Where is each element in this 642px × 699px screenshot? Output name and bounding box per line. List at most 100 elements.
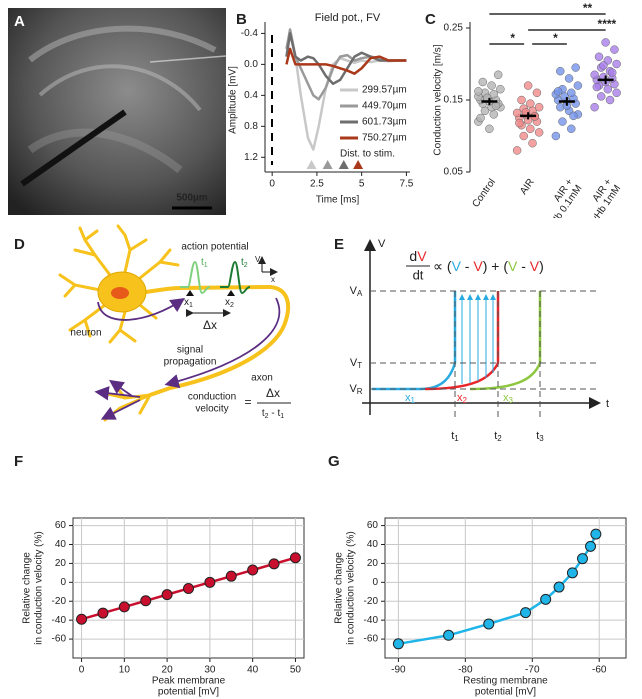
sub: 3 xyxy=(509,396,514,405)
sub-label: x3 xyxy=(503,392,514,405)
y-tick-label: 1.2 xyxy=(244,152,258,163)
formula-part: V xyxy=(452,258,462,274)
point xyxy=(612,88,621,98)
axis-label: t xyxy=(606,398,609,410)
marker xyxy=(247,564,259,576)
point xyxy=(571,63,580,72)
y-tick-label: 20 xyxy=(367,558,379,569)
y-tick-label: -20 xyxy=(52,596,67,607)
point xyxy=(564,74,574,83)
formula-part: ∝ ( xyxy=(433,258,452,274)
x-tick-label: 0 xyxy=(269,179,275,190)
formula-part: V xyxy=(530,258,540,274)
plot-frame xyxy=(384,517,627,659)
marker xyxy=(268,558,280,570)
point xyxy=(526,124,535,134)
marker xyxy=(289,552,301,564)
x-axis-label: potential [mV] xyxy=(158,687,219,698)
sub: 1 xyxy=(411,396,416,405)
electrode xyxy=(20,109,127,187)
main: t xyxy=(536,430,539,442)
main: V xyxy=(350,285,358,297)
x-tick-label: -80 xyxy=(458,665,473,676)
y-tick-label: 40 xyxy=(55,539,67,550)
y-tick-label: 0.05 xyxy=(444,167,464,178)
y-tick-label: 60 xyxy=(55,520,67,531)
point xyxy=(512,146,522,155)
x-tick-label: 5 xyxy=(359,179,365,190)
y-tick-label: -40 xyxy=(52,615,67,626)
peak-marker xyxy=(338,160,349,169)
y-axis-label: in conduction velocity (%) xyxy=(34,531,45,644)
position-label: x1 xyxy=(184,297,193,309)
point xyxy=(489,89,499,99)
marker xyxy=(585,540,597,552)
panel-a: A 500µm xyxy=(8,8,227,215)
formula-denominator: dt xyxy=(413,267,424,282)
electrode xyxy=(149,55,227,63)
marker xyxy=(483,618,495,630)
panel-d: D action potential t1 t2 x1 x2 Δx V x ne… xyxy=(14,224,291,422)
y-tick-label: -60 xyxy=(52,634,67,645)
y-axis-label: Relative change xyxy=(334,552,345,624)
label: V xyxy=(255,255,261,264)
label: x xyxy=(271,275,275,284)
point xyxy=(573,81,583,90)
y-tick-label: -20 xyxy=(364,596,379,607)
formula-part: d xyxy=(409,248,417,264)
x-tick-label: 40 xyxy=(247,665,259,676)
point xyxy=(603,84,613,94)
panel-label: B xyxy=(236,11,247,28)
point xyxy=(491,101,501,111)
y-axis-label: in conduction velocity (%) xyxy=(346,531,357,644)
category-labels: Control AIR AIR +OxyHb 0.1mM AIR +OxyHb 1mM xyxy=(470,177,623,218)
point xyxy=(569,111,578,121)
trace xyxy=(372,291,457,391)
y-tick-label: 0.4 xyxy=(244,90,258,101)
y-tick-label: 60 xyxy=(367,520,379,531)
point xyxy=(551,131,561,141)
label: t2 - t1 xyxy=(262,408,284,420)
main: t xyxy=(201,257,204,268)
x-tick-label: 7.5 xyxy=(399,179,413,190)
action-potential xyxy=(180,260,211,295)
rate-arrows xyxy=(459,294,496,384)
x-axis-label: Resting membrane xyxy=(463,676,548,687)
panel-label: F xyxy=(14,453,23,470)
peak-marker xyxy=(306,160,317,169)
main: x xyxy=(503,392,509,404)
point xyxy=(526,99,535,108)
panel-label: E xyxy=(334,236,344,253)
marker xyxy=(161,589,173,601)
marker xyxy=(97,607,109,619)
sub-label: x2 xyxy=(457,392,468,405)
sub: 1 xyxy=(454,434,459,443)
axis-label: V xyxy=(378,238,386,250)
marker xyxy=(76,613,88,625)
category-label: AIR +OxyHb 0.1mM xyxy=(539,177,585,218)
sub: 1 xyxy=(189,302,193,309)
label: action potential xyxy=(181,242,248,253)
main: x xyxy=(225,297,230,308)
sub: R xyxy=(357,387,363,396)
marker xyxy=(540,593,552,605)
main: t xyxy=(262,408,265,419)
marker xyxy=(225,570,237,582)
point xyxy=(601,38,610,47)
sub: 2 xyxy=(244,262,248,269)
point xyxy=(476,113,485,123)
main: V xyxy=(350,357,358,369)
significance-label: ** xyxy=(583,1,593,15)
point xyxy=(532,88,542,98)
category-label: AIR +OxyHb 1mM xyxy=(582,177,623,218)
x-tick-label: 0 xyxy=(79,665,85,676)
x-tick-label: 10 xyxy=(119,665,131,676)
formula-part: V xyxy=(417,248,427,264)
point xyxy=(493,70,503,80)
propagation-arrows xyxy=(94,297,281,420)
marker xyxy=(204,576,216,588)
formula-part: - xyxy=(517,258,529,274)
main: t xyxy=(277,408,280,419)
point xyxy=(607,68,617,77)
category-label: Control xyxy=(470,177,498,210)
